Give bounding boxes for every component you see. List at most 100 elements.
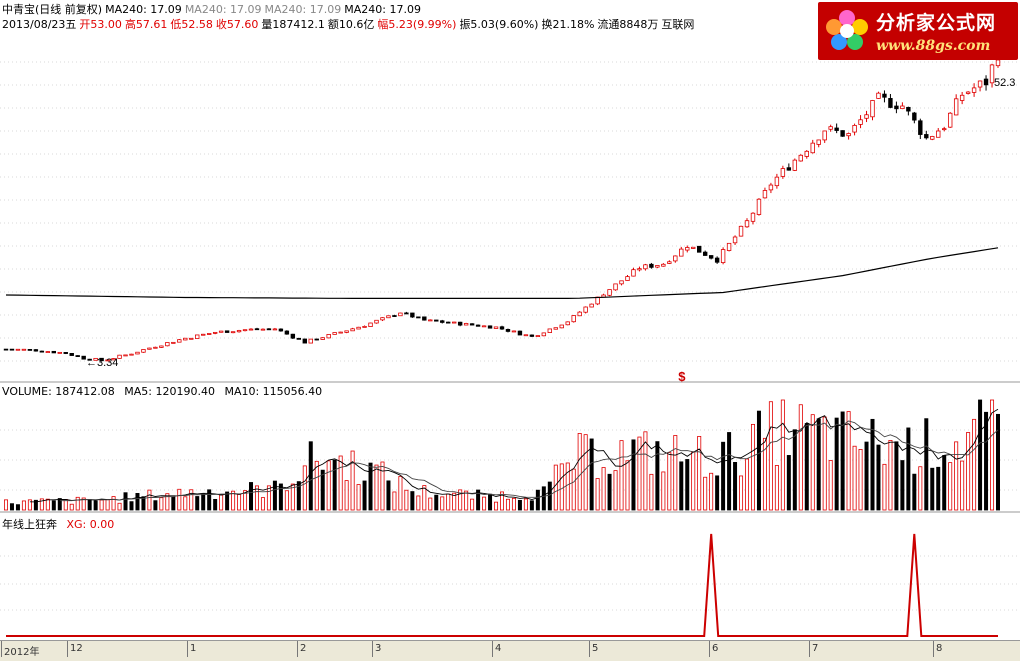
volume-bar: [201, 493, 206, 511]
volume-bar: [709, 472, 714, 511]
volume-bar: [392, 491, 397, 511]
volume-bar: [523, 498, 528, 511]
volume-bar: [410, 491, 415, 511]
candle-body: [822, 130, 827, 141]
candle-body: [565, 321, 570, 326]
volume-bar: [39, 498, 44, 511]
candle-body: [750, 212, 756, 222]
volume-bar: [57, 498, 62, 511]
candle-body: [977, 80, 983, 88]
candle-body: [523, 334, 529, 337]
volume-bar: [374, 464, 379, 511]
candle-body: [386, 315, 391, 319]
time-axis-label: 4: [491, 641, 502, 657]
candle-body: [248, 328, 254, 331]
volume-bar: [864, 441, 869, 511]
volume-bars: [4, 399, 1001, 511]
candle-body: [338, 331, 343, 334]
volume-bar: [834, 417, 839, 511]
indicator-header: 年线上狂奔 XG: 0.00: [2, 516, 120, 532]
time-axis-label: 2: [296, 641, 307, 657]
volume-bar: [673, 435, 678, 511]
chart-canvas: ←3.34 52.3 $: [0, 56, 1020, 637]
logo-title: 分析家公式网: [876, 12, 997, 34]
candle-body: [99, 357, 104, 362]
candle-body: [517, 330, 523, 336]
candle-body: [87, 358, 92, 361]
site-logo[interactable]: 分析家公式网 www.88gs.com: [818, 2, 1018, 60]
time-axis: 2012年 12 1 2 3 4 5 6 7 8: [0, 640, 1020, 661]
volume-bar: [105, 499, 110, 511]
candle-body: [762, 190, 768, 199]
volume-bar: [852, 445, 857, 511]
candle-body: [655, 265, 660, 268]
line2-item-3: 低52.58: [170, 18, 213, 31]
volume-bar: [237, 494, 242, 511]
time-axis-label: 2012年: [0, 641, 39, 658]
volume-bar: [272, 480, 277, 511]
volume-bar: [655, 441, 660, 511]
candle-body: [344, 330, 349, 333]
volume-bar: [936, 466, 941, 511]
volume-bar: [954, 441, 959, 511]
candle-body: [117, 354, 122, 359]
time-axis-label: 7: [808, 641, 819, 657]
candle-body: [613, 283, 618, 291]
volume-bar: [189, 489, 194, 511]
volume-bar: [386, 480, 391, 511]
ma240-line: [5, 247, 999, 299]
candle-body: [720, 249, 726, 264]
volume-bar: [123, 492, 128, 511]
volume-bar: [135, 493, 140, 511]
volume-bar: [147, 489, 152, 511]
candle-body: [947, 112, 953, 128]
buy-signal-marker[interactable]: $: [678, 369, 686, 384]
volume-bar: [703, 476, 708, 511]
candle-body: [266, 328, 272, 331]
volume-bar: [482, 496, 487, 511]
volume-header: VOLUME: 187412.08 MA5: 120190.40 MA10: 1…: [2, 385, 328, 398]
line2-item-7: 幅5.23(9.99%): [377, 18, 457, 31]
candle-body: [201, 333, 206, 336]
volume-bar: [733, 461, 738, 511]
candle-body: [51, 350, 57, 354]
volume-bar: [111, 496, 116, 511]
volume-bar: [27, 499, 32, 511]
candle-body: [272, 328, 278, 331]
volume-bar: [900, 460, 905, 511]
candle-body: [756, 198, 762, 215]
candle-body: [475, 324, 481, 327]
candle-body: [924, 134, 929, 139]
volume-bar: [350, 450, 355, 511]
candle-body: [673, 255, 678, 262]
candle-body: [535, 335, 541, 337]
candle-body: [685, 247, 690, 251]
volume-bar: [511, 497, 516, 511]
volume-bar: [499, 491, 504, 511]
volume-bar: [434, 494, 439, 511]
volume-bar: [553, 464, 558, 511]
volume-bar: [505, 498, 510, 511]
volume-bar: [876, 444, 881, 511]
volume-bar: [882, 463, 887, 511]
volume-bar: [745, 458, 750, 511]
volume-bar: [231, 490, 236, 511]
volume-bar: [780, 399, 785, 511]
candle-body: [362, 325, 367, 328]
time-axis-label: 12: [67, 641, 83, 657]
candle-body: [135, 351, 140, 355]
candle-body: [888, 98, 893, 108]
volume-bar: [906, 427, 911, 511]
candle-body: [129, 353, 134, 356]
candle-body: [45, 351, 51, 353]
volume-bar: [332, 459, 337, 511]
line2-item-4: 收57.60: [215, 18, 259, 31]
candle-body: [230, 331, 236, 334]
line2-item-11: 互联网: [661, 18, 695, 31]
candle-body: [983, 78, 989, 86]
volume-bar: [858, 449, 863, 511]
candle-body: [936, 130, 941, 138]
volume-bar: [816, 418, 821, 511]
flower-logo-icon: [826, 10, 868, 50]
candle-body: [702, 251, 708, 256]
